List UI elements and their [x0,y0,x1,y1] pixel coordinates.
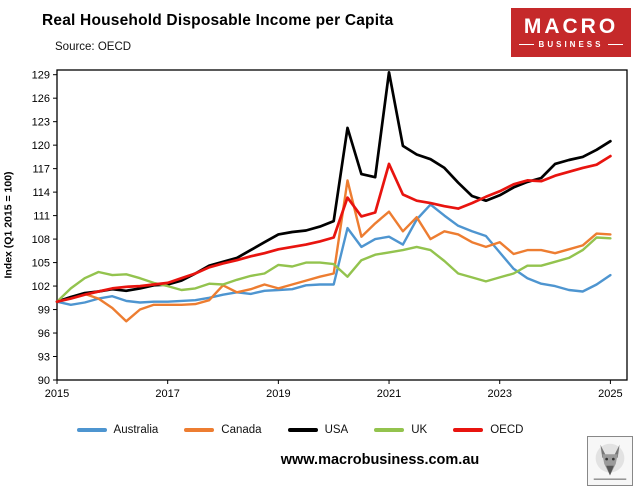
logo-rule-right [608,44,623,46]
logo-business-row: BUSINESS [519,40,623,49]
svg-text:117: 117 [32,163,50,175]
logo-rule-left [519,44,534,46]
svg-text:96: 96 [38,328,50,340]
chart-canvas: 90 93 96 99 102 105 108 111 114 117 120 123 126 129 20… [32,69,628,400]
legend-swatch-australia [76,428,107,432]
svg-text:123: 123 [32,116,50,128]
legend-label-uk: UK [411,424,428,436]
chart-legend: Australia Canada USA UK OECD [0,424,600,436]
legend-item-usa: USA [287,424,349,436]
svg-text:120: 120 [32,140,50,152]
legend-item-australia: Australia [76,424,159,436]
svg-text:2019: 2019 [266,388,290,400]
svg-text:126: 126 [32,93,50,105]
chart-title: Real Household Disposable Income per Cap… [42,12,394,29]
legend-label-oecd: OECD [490,424,524,436]
legend-swatch-canada [184,428,215,432]
svg-text:2021: 2021 [377,388,401,400]
svg-text:2023: 2023 [487,388,511,400]
website-url: www.macrobusiness.com.au [280,452,480,468]
svg-text:2015: 2015 [45,388,69,400]
legend-label-australia: Australia [113,424,159,436]
legend-item-uk: UK [374,424,427,436]
legend-label-usa: USA [324,424,349,436]
logo-text-macro: MACRO [523,14,619,38]
svg-text:99: 99 [38,304,50,316]
legend-item-oecd: OECD [453,424,523,436]
svg-text:102: 102 [32,281,50,293]
chart-source: Source: OECD [55,41,132,53]
svg-text:2025: 2025 [598,388,622,400]
line-chart: 90 93 96 99 102 105 108 111 114 117 120 123 126 129 20… [0,60,639,406]
svg-text:108: 108 [32,234,50,246]
legend-swatch-oecd [453,428,484,432]
wolf-logo [587,436,633,486]
macrobusiness-logo: MACRO BUSINESS [511,8,631,57]
svg-text:114: 114 [32,187,50,199]
logo-text-business: BUSINESS [538,40,604,50]
legend-item-canada: Canada [184,424,262,436]
legend-swatch-uk [374,428,405,432]
svg-text:105: 105 [32,257,50,269]
svg-text:93: 93 [38,351,50,363]
svg-text:111: 111 [33,210,50,222]
legend-label-canada: Canada [221,424,262,436]
legend-swatch-usa [287,428,318,432]
svg-text:2017: 2017 [155,388,179,400]
svg-text:90: 90 [38,375,50,387]
svg-text:129: 129 [32,69,50,81]
